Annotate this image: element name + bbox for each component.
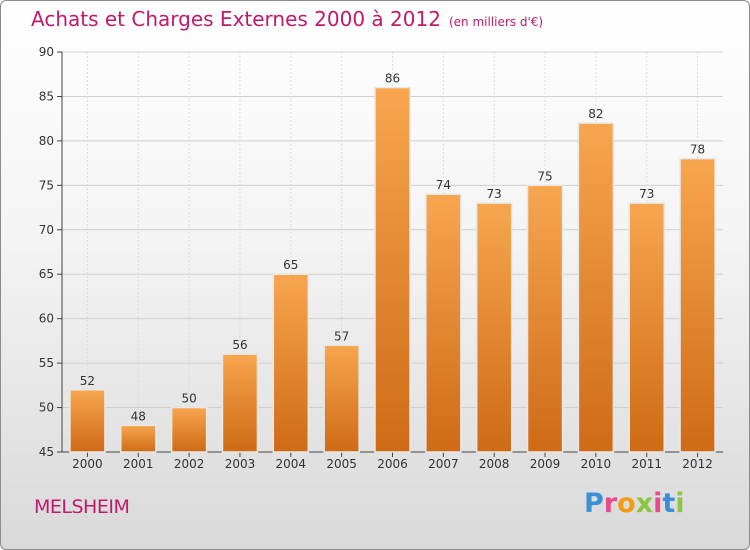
data-label: 86 [385, 72, 400, 86]
data-label: 65 [283, 258, 298, 272]
y-tick-label: 50 [39, 401, 54, 415]
bar-2003[interactable] [221, 353, 259, 453]
x-tick-label: 2011 [631, 457, 662, 471]
bar-2001[interactable] [120, 424, 157, 453]
data-label: 75 [537, 169, 552, 183]
logo-letter: o [617, 488, 636, 519]
y-tick-label: 60 [39, 312, 54, 326]
logo-letter: P [584, 488, 604, 519]
data-label: 73 [487, 187, 502, 201]
bar-2008[interactable] [475, 202, 513, 453]
logo-letter: t [662, 488, 676, 519]
y-tick-label: 85 [39, 89, 54, 103]
x-tick-label: 2002 [174, 457, 205, 471]
bar-2000[interactable] [69, 389, 106, 453]
y-tick-label: 80 [39, 134, 54, 148]
bar-2006[interactable] [374, 86, 411, 453]
bar-2010[interactable] [577, 122, 615, 453]
y-tick-label: 90 [39, 45, 54, 59]
x-tick-label: 2010 [581, 457, 612, 471]
x-tick-label: 2009 [530, 457, 561, 471]
x-tick-label: 2005 [326, 457, 357, 471]
logo-letter: i [675, 488, 685, 519]
data-label: 48 [131, 409, 146, 423]
data-label: 50 [181, 392, 196, 406]
bar-2007[interactable] [425, 193, 462, 453]
x-tick-label: 2008 [479, 457, 510, 471]
data-label: 52 [80, 374, 95, 388]
logo-letter: x [635, 488, 654, 519]
data-label: 74 [436, 178, 451, 192]
unit-label: (en milliers d'€) [448, 15, 544, 29]
data-label: 78 [690, 143, 705, 157]
x-tick-label: 2004 [276, 457, 307, 471]
data-label: 73 [639, 187, 654, 201]
data-label: 82 [588, 107, 603, 121]
logo-letter: i [653, 488, 663, 519]
bar-2009[interactable] [526, 184, 564, 453]
y-tick-label: 45 [39, 445, 54, 459]
bar-2004[interactable] [272, 273, 310, 453]
y-tick-label: 65 [39, 267, 54, 281]
commune-name: MELSHEIM [34, 496, 130, 518]
x-tick-label: 2006 [377, 457, 408, 471]
data-label: 57 [334, 329, 349, 343]
bar-2012[interactable] [679, 157, 716, 453]
proxiti-logo[interactable]: Proxiti [584, 488, 685, 519]
x-tick-label: 2003 [225, 457, 256, 471]
bar-2011[interactable] [628, 202, 665, 453]
y-tick-label: 70 [39, 223, 54, 237]
x-tick-label: 2000 [72, 457, 103, 471]
y-tick-label: 75 [39, 178, 54, 192]
logo-letter: r [603, 488, 618, 519]
bar-2005[interactable] [323, 344, 360, 453]
bars [69, 86, 716, 453]
y-tick-label: 55 [39, 356, 54, 370]
title-text: Achats et Charges Externes 2000 à 2012 [31, 7, 441, 31]
x-tick-label: 2012 [682, 457, 713, 471]
data-label: 56 [232, 338, 247, 352]
x-tick-label: 2001 [123, 457, 154, 471]
bar-2002[interactable] [170, 406, 208, 453]
chart-title: Achats et Charges Externes 2000 à 2012 (e… [31, 7, 543, 31]
x-tick-label: 2007 [428, 457, 459, 471]
data-labels: 52 48 50 56 65 57 86 74 73 75 82 73 78 [80, 72, 705, 424]
